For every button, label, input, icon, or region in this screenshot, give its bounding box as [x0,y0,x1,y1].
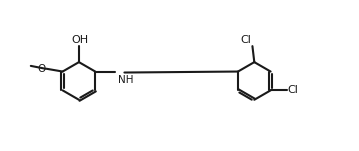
Text: Cl: Cl [288,85,298,95]
Text: NH: NH [118,75,134,85]
Text: O: O [37,64,46,74]
Text: Cl: Cl [241,35,251,45]
Text: OH: OH [71,35,88,45]
